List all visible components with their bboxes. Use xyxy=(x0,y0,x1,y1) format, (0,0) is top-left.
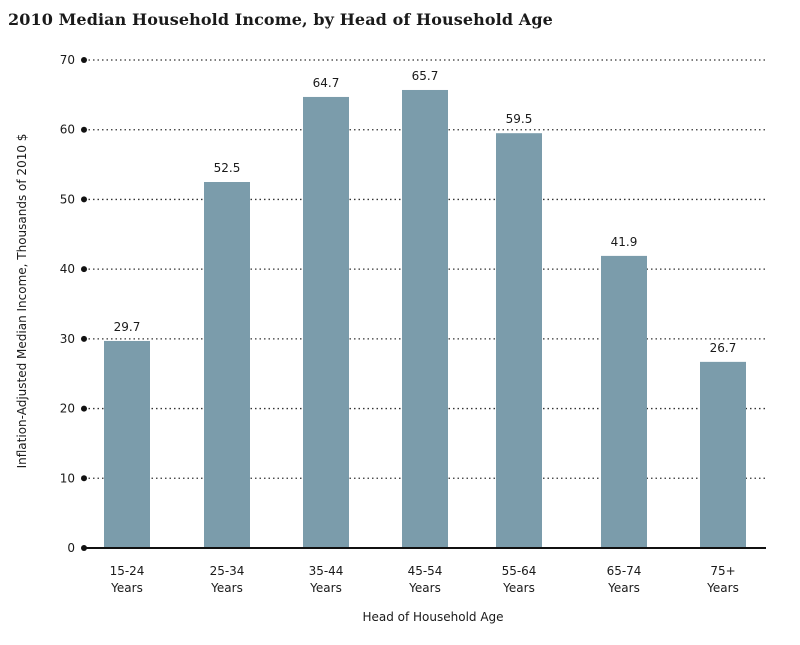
bars xyxy=(104,89,746,548)
bar-value-label: 29.7 xyxy=(114,320,141,334)
y-axis: 0 10 20 30 40 50 60 70 xyxy=(60,53,87,555)
x-tick-label-unit: Years xyxy=(309,581,342,595)
y-tick-label: 0 xyxy=(67,541,75,555)
bar xyxy=(601,255,647,548)
bar xyxy=(104,340,150,548)
x-tick-label-unit: Years xyxy=(110,581,143,595)
gridlines xyxy=(84,59,766,479)
x-tick-label-unit: Years xyxy=(502,581,535,595)
y-tick-dot xyxy=(81,405,87,412)
x-tick-label: 65-74 xyxy=(607,564,642,578)
y-tick-dot xyxy=(81,126,87,133)
chart-title: 2010 Median Household Income, by Head of… xyxy=(8,10,553,29)
x-axis: 15-24 Years 25-34 Years 35-44 Years 45-54 Years… xyxy=(84,547,766,595)
y-tick-label: 50 xyxy=(60,192,75,206)
y-tick-dot xyxy=(81,196,87,203)
x-tick-label: 35-44 xyxy=(309,564,344,578)
bar xyxy=(402,89,448,548)
x-tick-label: 55-64 xyxy=(502,564,537,578)
bar-value-label: 64.7 xyxy=(313,76,340,90)
bar xyxy=(303,96,349,548)
bar-value-label: 41.9 xyxy=(611,235,638,249)
bar xyxy=(700,361,746,548)
x-tick-label: 15-24 xyxy=(110,564,145,578)
y-tick-label: 40 xyxy=(60,262,75,276)
x-tick-label-unit: Years xyxy=(706,581,739,595)
y-tick-dot xyxy=(81,335,87,342)
bar-value-label: 52.5 xyxy=(214,161,241,175)
y-tick-label: 20 xyxy=(60,402,75,416)
y-tick-label: 60 xyxy=(60,123,75,137)
bar-value-label: 26.7 xyxy=(710,341,737,355)
y-axis-title: Inflation-Adjusted Median Income, Thousa… xyxy=(15,134,29,469)
bar-value-label: 65.7 xyxy=(412,69,439,83)
x-axis-title: Head of Household Age xyxy=(362,610,503,624)
x-tick-label-unit: Years xyxy=(408,581,441,595)
bar-value-label: 59.5 xyxy=(506,112,533,126)
x-tick-label-unit: Years xyxy=(210,581,243,595)
bar xyxy=(496,133,542,548)
y-tick-label: 10 xyxy=(60,471,75,485)
bar xyxy=(204,182,250,548)
value-labels: 29.7 52.5 64.7 65.7 59.5 41.9 26.7 xyxy=(114,69,737,355)
y-tick-label: 30 xyxy=(60,332,75,346)
y-tick-dot xyxy=(81,475,87,482)
y-tick-dot xyxy=(81,57,87,63)
x-tick-label: 45-54 xyxy=(408,564,443,578)
y-tick-dot xyxy=(81,266,87,273)
y-tick-label: 70 xyxy=(60,53,75,67)
x-tick-label: 25-34 xyxy=(210,564,245,578)
x-tick-label-unit: Years xyxy=(607,581,640,595)
x-tick-label: 75+ xyxy=(710,564,735,578)
